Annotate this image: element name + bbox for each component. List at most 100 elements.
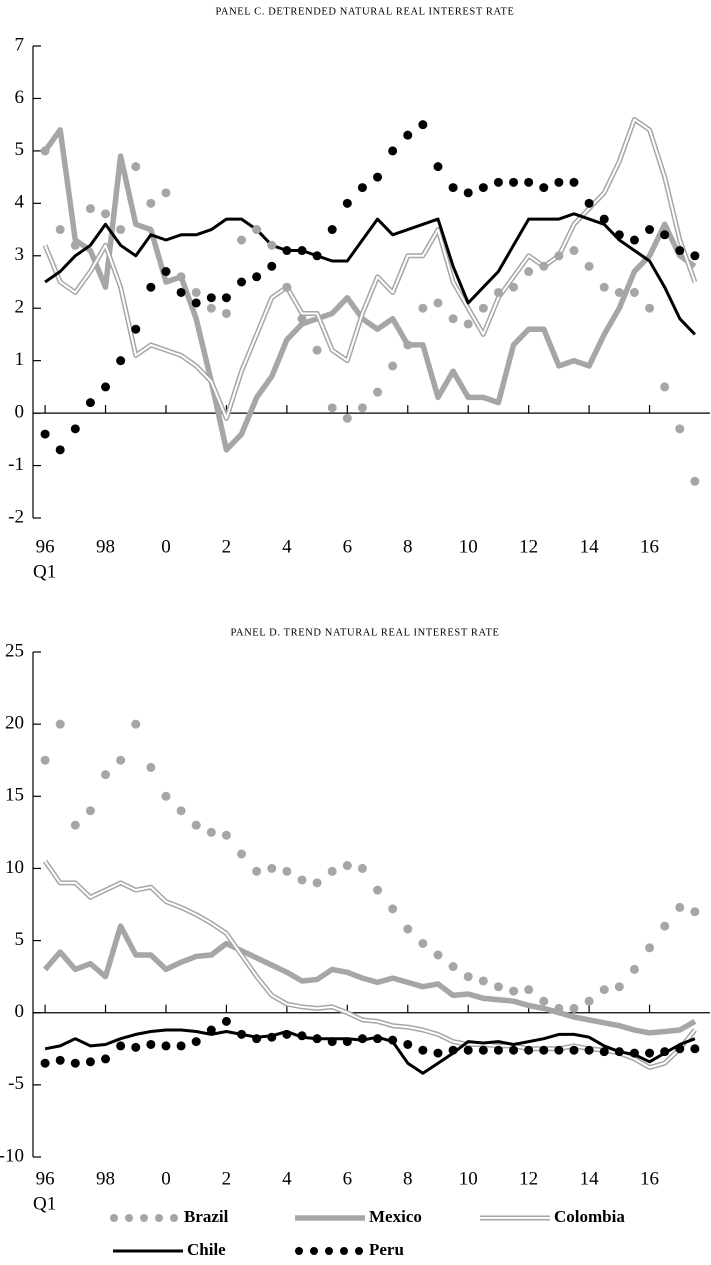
legend-label: Peru [369, 1240, 404, 1259]
series-dot [463, 319, 473, 329]
series-dot [554, 177, 564, 187]
series-dot [660, 921, 670, 931]
series-dot [176, 287, 186, 297]
series-dot [282, 246, 292, 256]
series-dot [388, 146, 398, 156]
series-dot [509, 177, 519, 187]
series-dot [629, 964, 639, 974]
x-tick-label: 8 [403, 1168, 413, 1189]
series-dot [660, 1047, 670, 1057]
x-tick-label: 98 [96, 1168, 115, 1189]
series-dot [645, 225, 655, 235]
series-dot [373, 885, 383, 895]
series-dot [357, 863, 367, 873]
y-tick-label: -1 [8, 454, 24, 475]
y-tick-label: 0 [15, 1001, 25, 1022]
series-dot [206, 303, 216, 313]
series-dot [388, 1035, 398, 1045]
series-dot [493, 1045, 503, 1055]
series-dot [478, 183, 488, 193]
series-dot [70, 1058, 80, 1068]
series-dot [599, 282, 609, 292]
series-dot [146, 762, 156, 772]
series-dot [675, 246, 685, 256]
series-dot [690, 907, 700, 917]
legend-swatch [355, 1247, 363, 1255]
series-dot [403, 924, 413, 934]
series-dot [690, 1044, 700, 1054]
series-dot [40, 1058, 50, 1068]
series-dot [675, 902, 685, 912]
y-tick-label: 1 [15, 349, 25, 370]
series-dot [403, 1039, 413, 1049]
series-dot [312, 251, 322, 261]
series-dot [267, 1032, 277, 1042]
series-dot [297, 875, 307, 885]
series-dot [161, 267, 171, 277]
y-tick-label: -10 [0, 1145, 24, 1166]
series-dot [524, 177, 534, 187]
y-tick-label: -2 [8, 506, 24, 527]
series-dot [675, 424, 685, 434]
series-dot [373, 1034, 383, 1044]
series-dot [40, 755, 50, 765]
legend-label: Chile [187, 1240, 226, 1259]
x-tick-label: 96 [36, 536, 55, 557]
series-dot [101, 382, 111, 392]
series-dot [131, 162, 141, 172]
legend-swatch [110, 1214, 118, 1222]
series-dot [191, 820, 201, 830]
series-dot [312, 345, 322, 355]
series-dot [433, 950, 443, 960]
series-dot [388, 904, 398, 914]
series-dot [569, 177, 579, 187]
series-dot [221, 308, 231, 318]
series-dot [554, 251, 564, 261]
series-dot [554, 1045, 564, 1055]
x-tick-label: 98 [96, 536, 115, 557]
series-dot [55, 1055, 65, 1065]
legend-swatch [310, 1247, 318, 1255]
series-line [43, 859, 697, 1070]
series-dot [85, 806, 95, 816]
series-dot [629, 287, 639, 297]
series-dot [101, 209, 111, 219]
series-dot [448, 314, 458, 324]
legend-label: Brazil [184, 1207, 229, 1226]
series-dot [433, 1048, 443, 1058]
series-dot [312, 1034, 322, 1044]
series-dot [252, 225, 262, 235]
series-dot [131, 324, 141, 334]
series-dot [55, 719, 65, 729]
x-tick-label: 8 [403, 536, 413, 557]
series-line [44, 212, 696, 336]
y-tick-label: 5 [15, 929, 25, 950]
series-line [42, 116, 698, 421]
y-tick-label: 3 [15, 244, 25, 265]
series-dot [267, 261, 277, 271]
series-dot [70, 820, 80, 830]
series-dot [176, 1041, 186, 1051]
series-dot [660, 382, 670, 392]
series-dot [146, 1039, 156, 1049]
x-tick-label: 96 [36, 1168, 55, 1189]
series-dot [161, 791, 171, 801]
series-dot [267, 863, 277, 873]
series-dot [237, 277, 247, 287]
series-dot [418, 938, 428, 948]
series-dot [584, 996, 594, 1006]
series-dot [599, 214, 609, 224]
series-dot [237, 235, 247, 245]
x-axis-label: Q1 [33, 561, 56, 582]
series-dot [70, 424, 80, 434]
legend-swatch [140, 1214, 148, 1222]
series-line [42, 127, 697, 453]
series-dot [221, 293, 231, 303]
series-dot [418, 303, 428, 313]
x-tick-label: 6 [343, 536, 353, 557]
series-dot [539, 261, 549, 271]
series-dot [629, 1048, 639, 1058]
series-dot [433, 162, 443, 172]
series-dot [312, 878, 322, 888]
x-tick-label: 0 [161, 1168, 171, 1189]
